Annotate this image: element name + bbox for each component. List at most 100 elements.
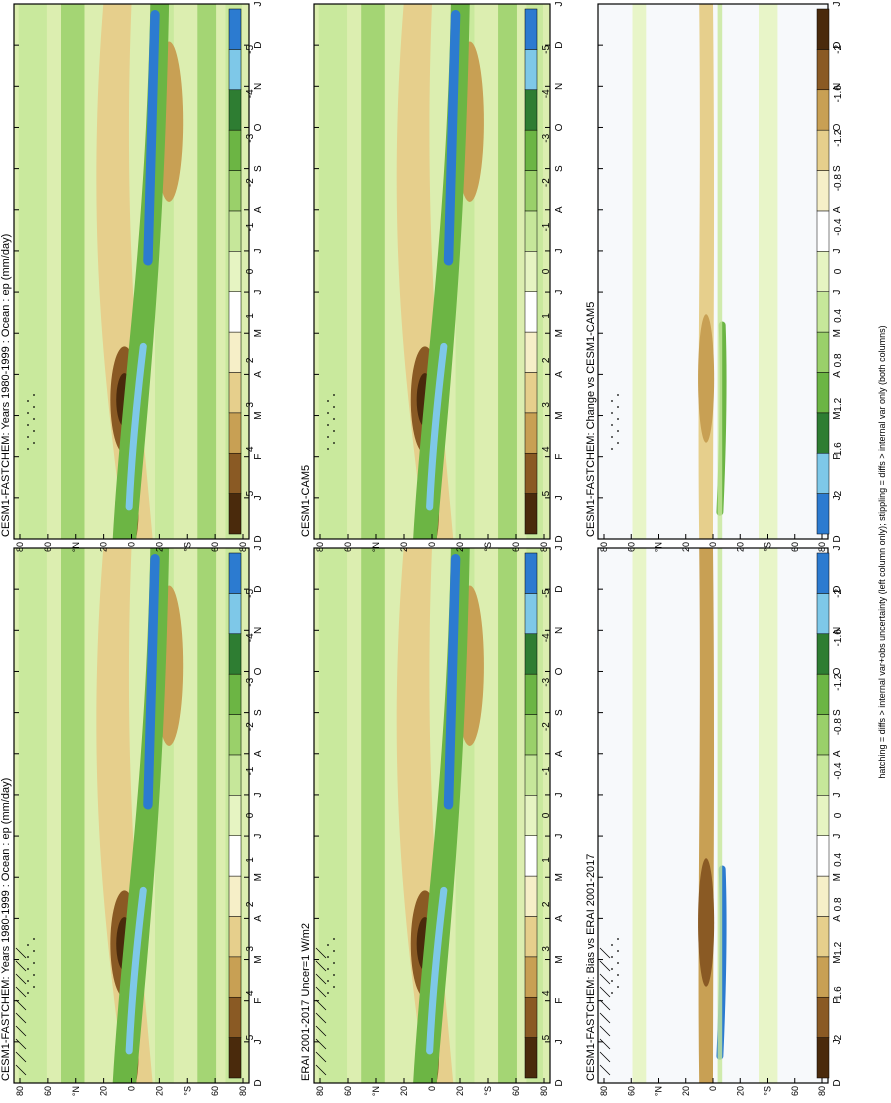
colorbar-segment (228, 493, 242, 535)
x-tick-label: J (253, 290, 264, 295)
colorbar-segment (228, 593, 242, 635)
x-tick-label: J (554, 1039, 565, 1044)
x-tick-label: J (832, 290, 843, 295)
y-tick-label: °N (371, 1086, 381, 1096)
stipple-dot (27, 412, 29, 414)
y-tick-label: 20 (99, 542, 109, 552)
colorbar-label: 4 (245, 990, 256, 996)
colorbar-label: 1 (245, 313, 256, 319)
colorbar-label: 0 (245, 268, 256, 274)
colorbar-label: -3 (245, 677, 256, 686)
colorbar-label: 1 (541, 313, 552, 319)
stipple-dot (617, 442, 619, 444)
colorbar-label: -2 (541, 722, 552, 731)
colorbar-segment (228, 795, 242, 836)
y-tick-label: 60 (511, 1086, 521, 1096)
colorbar-label: 5 (541, 1034, 552, 1040)
y-tick-label: 20 (154, 542, 164, 552)
y-tick-label: °S (763, 1086, 773, 1096)
colorbar-label: 0 (833, 812, 844, 818)
y-tick-label: °N (371, 542, 381, 552)
y-tick-label: 20 (154, 1086, 164, 1096)
x-tick-label: J (253, 1039, 264, 1044)
x-tick-label: J (832, 2, 843, 7)
x-tick-label: J (554, 248, 565, 253)
colorbar-segment (816, 8, 830, 50)
colorbar-segment (816, 552, 830, 594)
stipple-dot (327, 424, 329, 426)
x-tick-label: N (554, 83, 565, 90)
y-tick-label: 0 (708, 542, 718, 547)
colorbar-label: 1 (541, 857, 552, 863)
colorbar-label: 5 (541, 490, 552, 496)
x-tick-label: O (554, 667, 565, 675)
y-tick-label: 80 (238, 1086, 248, 1096)
plot-content (598, 4, 828, 539)
hatch-mark (599, 999, 611, 1011)
stipple-dot (333, 394, 335, 396)
x-tick-label: J (832, 792, 843, 797)
colorbar-segment (228, 129, 242, 171)
y-tick-label: 60 (626, 1086, 636, 1096)
colorbar-label: -5 (245, 589, 256, 598)
x-tick-label: A (253, 206, 264, 213)
colorbar-segment (816, 754, 830, 796)
x-tick-label: M (832, 411, 843, 419)
x-tick-label: J (554, 2, 565, 7)
x-tick-label: J (554, 834, 565, 839)
x-tick-label: A (832, 750, 843, 757)
x-tick-label: J (253, 495, 264, 500)
colorbar-segment (816, 129, 830, 171)
colorbar-label: -1 (541, 766, 552, 775)
x-tick-label: O (832, 667, 843, 675)
y-tick-label: 80 (817, 542, 827, 552)
colorbar-label: 0 (541, 268, 552, 274)
colorbar-label: -2 (245, 178, 256, 187)
stipple-dot (327, 412, 329, 414)
stipple-dot (333, 974, 335, 976)
y-tick-label: 60 (210, 542, 220, 552)
y-tick-label: °N (71, 1086, 81, 1096)
x-tick-label: A (832, 915, 843, 922)
stipple-dot (333, 418, 335, 420)
y-tick-label: 80 (599, 1086, 609, 1096)
equatorial-anomaly (698, 548, 715, 1083)
colorbar-label: -3 (541, 133, 552, 142)
x-tick-label: A (253, 915, 264, 922)
x-tick-label: J (832, 546, 843, 551)
zonal-band (197, 4, 217, 539)
colorbar-segment (816, 835, 830, 877)
hatch-mark (15, 986, 27, 998)
zonal-band (361, 4, 385, 539)
hatch-mark (315, 999, 327, 1011)
x-tick-label: D (832, 586, 843, 593)
y-tick-label: °S (182, 1086, 192, 1096)
colorbar-segment (524, 89, 538, 131)
x-tick-label: O (554, 123, 565, 131)
colorbar-label: 0 (245, 812, 256, 818)
stipple-dot (327, 968, 329, 970)
stipple-dot (617, 938, 619, 940)
colorbar-label: 2 (833, 1034, 844, 1040)
x-tick-label: F (832, 454, 843, 460)
hatch-mark (315, 986, 327, 998)
colorbar-segment (524, 372, 538, 414)
colorbar-segment (816, 493, 830, 535)
x-tick-label: D (253, 42, 264, 49)
colorbar-segment (816, 331, 830, 373)
stipple-dot (33, 430, 35, 432)
x-tick-label: J (832, 1039, 843, 1044)
colorbar-segment (524, 754, 538, 796)
x-tick-label: N (832, 83, 843, 90)
colorbar-label: 2 (833, 490, 844, 496)
stipple-dot (333, 442, 335, 444)
anomaly-band (632, 4, 647, 539)
x-tick-label: J (253, 2, 264, 7)
colorbar-segment (816, 996, 830, 1038)
plot-content (314, 548, 550, 1083)
colorbar-segment (816, 372, 830, 414)
x-tick-label: A (832, 206, 843, 213)
